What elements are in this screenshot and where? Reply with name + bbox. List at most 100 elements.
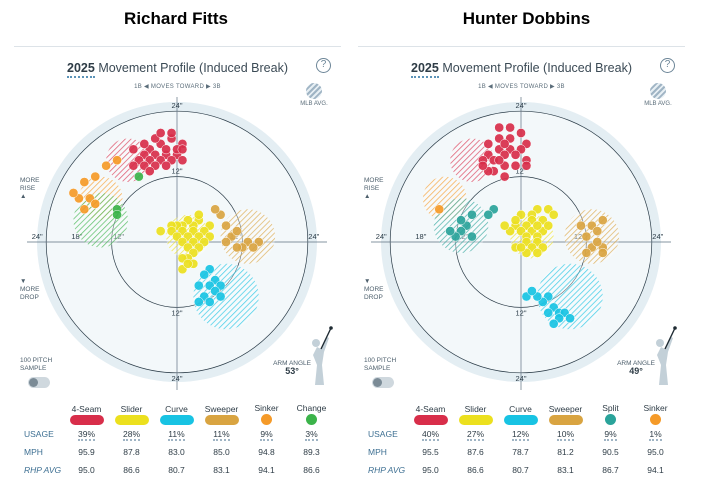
- pitch-name: 4-Seam: [71, 403, 102, 414]
- more-drop-label: ▼ MORE DROP: [364, 278, 384, 301]
- pitch-color-swatch: [650, 414, 661, 425]
- pitch-point: [510, 215, 521, 226]
- pitch-name: Slider: [464, 403, 487, 414]
- pitch-color-swatch: [261, 414, 272, 425]
- hatch-icon: [650, 83, 666, 99]
- pitch-header[interactable]: Split: [588, 403, 633, 425]
- pitch-header[interactable]: Curve: [154, 403, 199, 425]
- pitch-header[interactable]: Sinker: [244, 403, 289, 425]
- usage-value: 12%: [511, 429, 529, 441]
- ring-label: 24": [515, 374, 526, 383]
- mph-value: 95.9: [78, 447, 95, 457]
- pitch-color-swatch: [458, 414, 493, 425]
- pitch-point: [581, 231, 592, 242]
- pitch-name: Curve: [165, 403, 188, 414]
- mph-value: 87.6: [467, 447, 484, 457]
- pitch-point: [494, 122, 505, 133]
- rhp-avg-value: 83.1: [557, 465, 574, 475]
- pitch-point: [581, 248, 592, 258]
- usage-value: 9%: [604, 429, 617, 441]
- pitch-point: [90, 199, 101, 209]
- rhp-avg-value: 94.1: [258, 465, 275, 475]
- pitch-point: [543, 308, 554, 318]
- pitch-point: [128, 144, 139, 155]
- pitch-header[interactable]: 4-Seam: [64, 403, 109, 425]
- player-name: Richard Fitts: [124, 9, 228, 28]
- mlb-avg-zone: [450, 138, 494, 183]
- pitch-point: [155, 128, 166, 138]
- pitch-point: [532, 220, 543, 231]
- pitch-point: [68, 188, 79, 198]
- pitch-point: [90, 171, 101, 182]
- pitch-header[interactable]: Slider: [109, 403, 154, 425]
- rhp-avg-value: 94.1: [647, 465, 664, 475]
- arm-angle-readout: ARM ANGLE 49°: [617, 360, 655, 376]
- movement-profile-card: 2025 Movement Profile (Induced Break) ? …: [358, 46, 685, 481]
- pitch-point: [478, 160, 488, 171]
- pitch-point: [79, 204, 90, 215]
- mlb-avg-toggle[interactable]: MLB AVG.: [299, 83, 329, 107]
- pitch-point: [483, 209, 494, 220]
- pitch-point: [597, 248, 608, 258]
- pitch-point: [221, 220, 231, 231]
- rhp-avg-value: 95.0: [78, 465, 95, 475]
- more-rise-label: MORE RISE ▲: [20, 177, 40, 200]
- more-drop-label: ▼ MORE DROP: [20, 278, 40, 301]
- rhp-avg-value: 86.6: [303, 465, 320, 475]
- pitch-point: [445, 226, 456, 236]
- ring-label: 24": [652, 232, 663, 241]
- pitch-header[interactable]: 4-Seam: [408, 403, 453, 425]
- mph-value: 81.2: [557, 447, 574, 457]
- pitch-point: [221, 237, 231, 247]
- pitch-point: [516, 128, 526, 138]
- mlb-avg-zone: [193, 263, 259, 330]
- pitch-header[interactable]: Sweeper: [543, 403, 588, 425]
- moves-toward-label: 1B ◀ MOVES TOWARD ▶ 3B: [478, 84, 565, 90]
- mlb-avg-zone: [537, 263, 603, 330]
- pitch-point: [510, 149, 521, 160]
- rhp-avg-value: 86.7: [602, 465, 619, 475]
- pitch-point: [199, 269, 210, 280]
- pitch-point: [499, 220, 510, 231]
- pitch-header[interactable]: Slider: [453, 403, 498, 425]
- pitch-name: Curve: [509, 403, 532, 414]
- pitch-point: [248, 242, 259, 253]
- pitch-point: [144, 166, 155, 177]
- usage-value: 1%: [649, 429, 662, 441]
- pitch-name: Sinker: [643, 403, 668, 413]
- usage-value: 11%: [213, 429, 230, 441]
- help-icon[interactable]: ?: [660, 58, 675, 73]
- mlb-avg-zone: [564, 209, 620, 264]
- pitch-name: 4-Seam: [415, 403, 446, 414]
- help-icon[interactable]: ?: [316, 58, 331, 73]
- pitch-header[interactable]: Sinker: [633, 403, 678, 425]
- pitch-point: [576, 220, 586, 231]
- ring-label: 18": [415, 232, 426, 241]
- pitch-color-swatch: [204, 414, 239, 425]
- pitch-header[interactable]: Change: [289, 403, 334, 425]
- usage-value: 3%: [305, 429, 318, 441]
- usage-value: 39%: [77, 429, 95, 441]
- pitch-point: [510, 160, 521, 171]
- rhp-avg-value: 95.0: [422, 465, 439, 475]
- mlb-avg-toggle[interactable]: MLB AVG.: [643, 83, 673, 107]
- pitcher-arm-icon: [312, 326, 333, 385]
- sample-label: 100 PITCH SAMPLE: [20, 357, 53, 372]
- pitch-header[interactable]: Curve: [498, 403, 543, 425]
- ring-label: 24": [308, 232, 319, 241]
- rhp-avg-value: 80.7: [168, 465, 185, 475]
- pitch-point: [161, 144, 171, 155]
- pitch-header[interactable]: Sweeper: [199, 403, 244, 425]
- sample-toggle[interactable]: [372, 377, 394, 388]
- chart-title: 2025 Movement Profile (Induced Break): [14, 61, 341, 78]
- sample-toggle[interactable]: [28, 377, 50, 388]
- pitch-point: [565, 313, 575, 324]
- pitch-point: [128, 160, 139, 171]
- pitch-point: [548, 318, 559, 329]
- pitch-point: [101, 160, 112, 171]
- pitch-point: [183, 258, 193, 269]
- movement-plot: 24"12"12"24"24"12"12"24"18": [371, 97, 671, 390]
- ring-label: 12": [171, 167, 182, 176]
- pitch-color-swatch: [548, 414, 583, 425]
- pitch-point: [210, 204, 220, 215]
